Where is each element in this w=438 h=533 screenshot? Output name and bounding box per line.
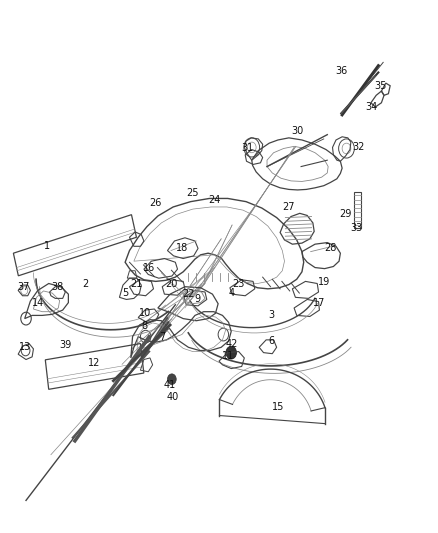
Text: 9: 9 [194, 294, 200, 304]
Text: 21: 21 [130, 279, 142, 288]
Text: 39: 39 [59, 340, 71, 350]
Text: 31: 31 [241, 143, 254, 154]
Text: 36: 36 [335, 66, 347, 76]
Text: 41: 41 [164, 379, 176, 390]
Text: 27: 27 [283, 202, 295, 212]
Text: 8: 8 [142, 321, 148, 331]
Text: 40: 40 [167, 392, 179, 402]
Text: 4: 4 [229, 288, 235, 298]
Text: 15: 15 [272, 402, 284, 413]
Text: 35: 35 [374, 81, 387, 91]
Text: 32: 32 [353, 142, 365, 152]
Text: 13: 13 [18, 342, 31, 352]
Text: 30: 30 [291, 126, 304, 136]
Text: 37: 37 [17, 282, 30, 292]
Circle shape [226, 346, 237, 359]
Text: 2: 2 [83, 279, 89, 288]
Text: 11: 11 [222, 351, 234, 361]
Text: 12: 12 [88, 358, 101, 368]
Text: 6: 6 [268, 336, 275, 346]
Text: 19: 19 [318, 278, 330, 287]
Text: 10: 10 [139, 308, 151, 318]
Text: 3: 3 [268, 310, 275, 320]
Text: 1: 1 [43, 241, 49, 251]
Text: 24: 24 [208, 195, 221, 205]
Text: 7: 7 [159, 332, 166, 342]
Text: 22: 22 [182, 289, 194, 299]
Text: 23: 23 [233, 279, 245, 288]
Text: 42: 42 [226, 338, 238, 349]
Text: 5: 5 [122, 288, 128, 298]
Text: 26: 26 [149, 198, 162, 208]
Text: 25: 25 [187, 188, 199, 198]
Text: 34: 34 [366, 102, 378, 112]
Circle shape [167, 374, 176, 384]
Text: 14: 14 [32, 297, 44, 308]
Text: 33: 33 [350, 223, 363, 233]
Text: 28: 28 [324, 243, 336, 253]
Text: 17: 17 [313, 297, 325, 308]
Text: 29: 29 [339, 209, 352, 220]
Text: 38: 38 [51, 282, 64, 292]
Text: 20: 20 [165, 279, 177, 288]
Text: 16: 16 [143, 263, 155, 272]
Text: 18: 18 [176, 243, 188, 253]
